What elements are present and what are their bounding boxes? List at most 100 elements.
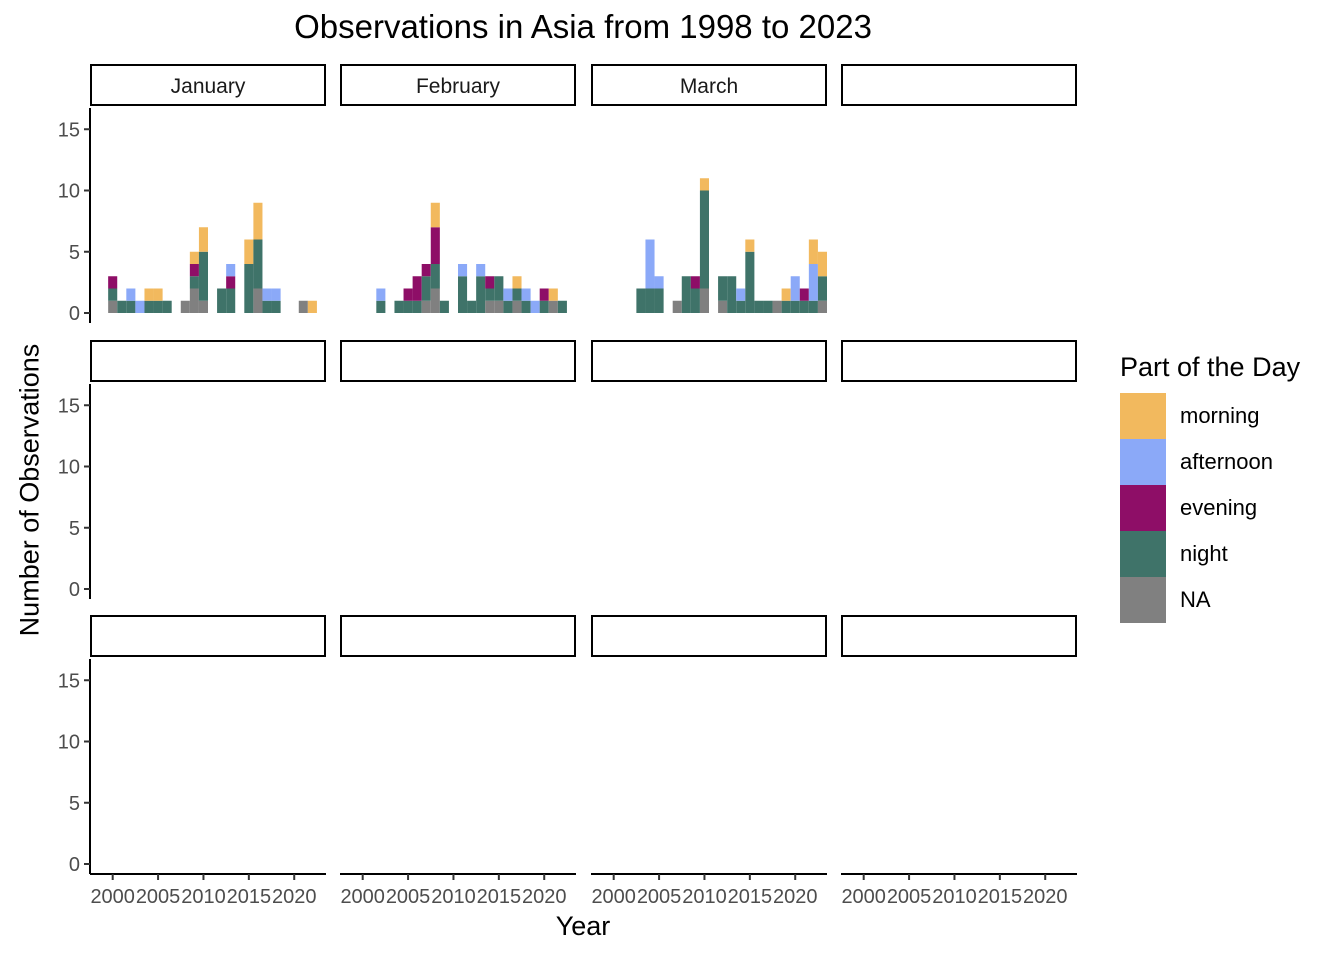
bar-segment <box>699 288 709 313</box>
bar-segment <box>244 264 254 313</box>
bar-segment <box>144 288 154 301</box>
bar-segment <box>189 288 199 313</box>
bar-segment <box>521 300 531 313</box>
y-tick-label: 10 <box>58 457 80 479</box>
bar-segment <box>539 300 549 313</box>
bar-segment <box>485 300 495 313</box>
bar-segment <box>226 288 236 313</box>
facet-strip <box>340 615 576 657</box>
bar-segment <box>485 276 495 289</box>
bar-segment <box>189 264 199 277</box>
bar-segment <box>467 300 477 313</box>
bar-segment <box>253 288 263 313</box>
bar-segment <box>817 251 827 277</box>
bar-segment <box>144 300 154 313</box>
bar-segment <box>754 300 764 313</box>
bar-segment <box>108 300 118 313</box>
y-tick-label: 0 <box>69 303 80 325</box>
bar-segment <box>539 288 549 301</box>
x-tick-label: 2010 <box>431 886 476 908</box>
bar-segment <box>403 300 413 313</box>
bar-segment <box>262 300 272 313</box>
x-tick-label: 2010 <box>682 886 727 908</box>
bar-segment <box>808 300 818 313</box>
x-tick-label: 2010 <box>932 886 977 908</box>
x-tick-label: 2020 <box>1023 886 1068 908</box>
legend-items: morning afternoon evening night NA <box>1120 393 1300 623</box>
bar-segment <box>654 288 664 313</box>
y-tick-label: 5 <box>69 518 80 540</box>
bar-segment <box>189 251 199 264</box>
bar-segment <box>376 300 386 313</box>
bar-segment <box>718 300 728 313</box>
bar-segment <box>430 288 440 313</box>
bar-segment <box>772 300 782 313</box>
bar-segment <box>512 288 522 301</box>
x-tick-label: 2010 <box>181 886 226 908</box>
bar-segment <box>262 288 272 301</box>
legend-label: morning <box>1180 403 1260 428</box>
bar-segment <box>699 178 709 191</box>
bar-segment <box>654 276 664 289</box>
bar-segment <box>253 239 263 289</box>
facet-strip <box>340 64 576 106</box>
bar-segment <box>271 288 281 301</box>
facet-strip <box>841 615 1077 657</box>
facet-strip <box>841 64 1077 106</box>
bar-segment <box>494 276 504 301</box>
bar-segment <box>781 300 791 313</box>
bar-segment <box>376 288 386 301</box>
bar-segment <box>153 300 163 313</box>
chart-title: Observations in Asia from 1998 to 2023 <box>294 8 872 45</box>
bar-segment <box>745 251 755 313</box>
bar-segment <box>808 264 818 301</box>
bar-segment <box>521 288 531 301</box>
bar-segment <box>799 300 809 313</box>
bar-segment <box>271 300 281 313</box>
bar-segment <box>244 239 254 264</box>
legend-key <box>1120 531 1166 577</box>
bar-segment <box>718 276 728 301</box>
bar-segment <box>421 300 431 313</box>
bar-segment <box>198 251 208 301</box>
bar-segment <box>126 288 136 301</box>
x-tick-label: 2000 <box>591 886 636 908</box>
bar-segment <box>189 276 199 289</box>
bar-segment <box>530 300 540 313</box>
bar-segment <box>403 288 413 301</box>
x-tick-label: 2005 <box>136 886 181 908</box>
bar-segment <box>253 202 263 240</box>
bar-segment <box>126 300 136 313</box>
facet-strip-label: March <box>680 75 738 98</box>
legend-label: NA <box>1180 587 1211 612</box>
bar-segment <box>307 300 317 313</box>
bar-segment <box>476 264 486 277</box>
legend-item: night <box>1120 531 1300 577</box>
bar-segment <box>430 202 440 228</box>
legend-item: evening <box>1120 485 1300 531</box>
bar-segment <box>117 300 127 313</box>
bar-segment <box>736 288 746 301</box>
x-tick-label: 2020 <box>272 886 317 908</box>
bar-segment <box>430 227 440 264</box>
legend-label: night <box>1180 541 1228 566</box>
bar-segment <box>690 288 700 313</box>
facet-strip-label: February <box>416 75 501 98</box>
bar-segment <box>699 190 709 289</box>
bar-segment <box>745 239 755 252</box>
x-tick-label: 2000 <box>841 886 886 908</box>
bar-segment <box>790 300 800 313</box>
bar-segment <box>736 300 746 313</box>
legend-key <box>1120 577 1166 623</box>
bar-segment <box>817 300 827 313</box>
bar-segment <box>458 276 468 313</box>
legend-key <box>1120 393 1166 439</box>
legend-item: morning <box>1120 393 1300 439</box>
bar-segment <box>153 288 163 301</box>
bar-segment <box>681 276 691 313</box>
bar-segment <box>412 300 422 313</box>
bar-segment <box>727 276 737 313</box>
facet-strip <box>90 615 326 657</box>
